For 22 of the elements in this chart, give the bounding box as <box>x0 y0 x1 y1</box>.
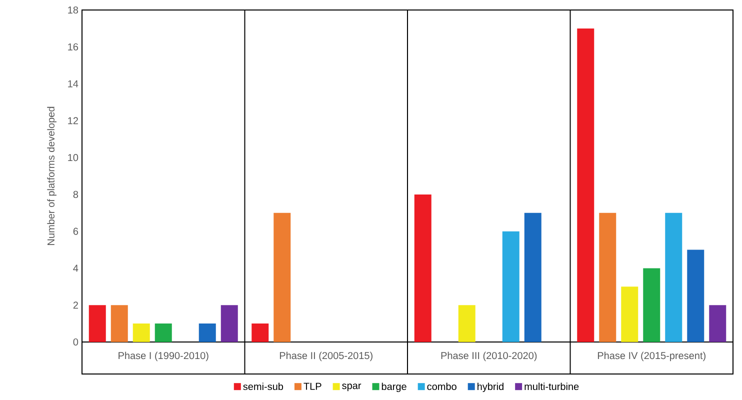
x-tick-label: Phase IV (2015-present) <box>598 352 706 362</box>
y-tick-label: 10 <box>68 154 78 162</box>
legend-label: barge <box>382 382 406 392</box>
legend-label: TLP <box>304 382 322 390</box>
y-tick-label: 16 <box>68 43 78 50</box>
y-tick-label: 8 <box>73 190 78 198</box>
legend-label: combo <box>427 382 456 390</box>
x-tick-label: Phase II (2005-2015) <box>280 352 372 362</box>
y-tick-label: 4 <box>73 264 78 272</box>
y-tick-label: 14 <box>68 80 78 88</box>
legend-label: multi-turbine <box>524 382 579 390</box>
legend-label: semi-sub <box>243 382 284 390</box>
y-tick-label: 6 <box>73 228 78 235</box>
legend-label: hybrid <box>478 382 504 392</box>
legend-label: spar <box>342 384 362 392</box>
y-tick-label: 18 <box>68 6 78 14</box>
x-tick-label: Phase I (1990-2010) <box>118 352 208 362</box>
y-tick-label: 2 <box>73 302 78 309</box>
y-tick-label: 12 <box>68 117 78 124</box>
x-tick-label: Phase III (2010-2020) <box>441 352 537 362</box>
y-axis-title: Number of platforms developed <box>47 106 56 245</box>
y-tick-label: 0 <box>73 338 78 346</box>
